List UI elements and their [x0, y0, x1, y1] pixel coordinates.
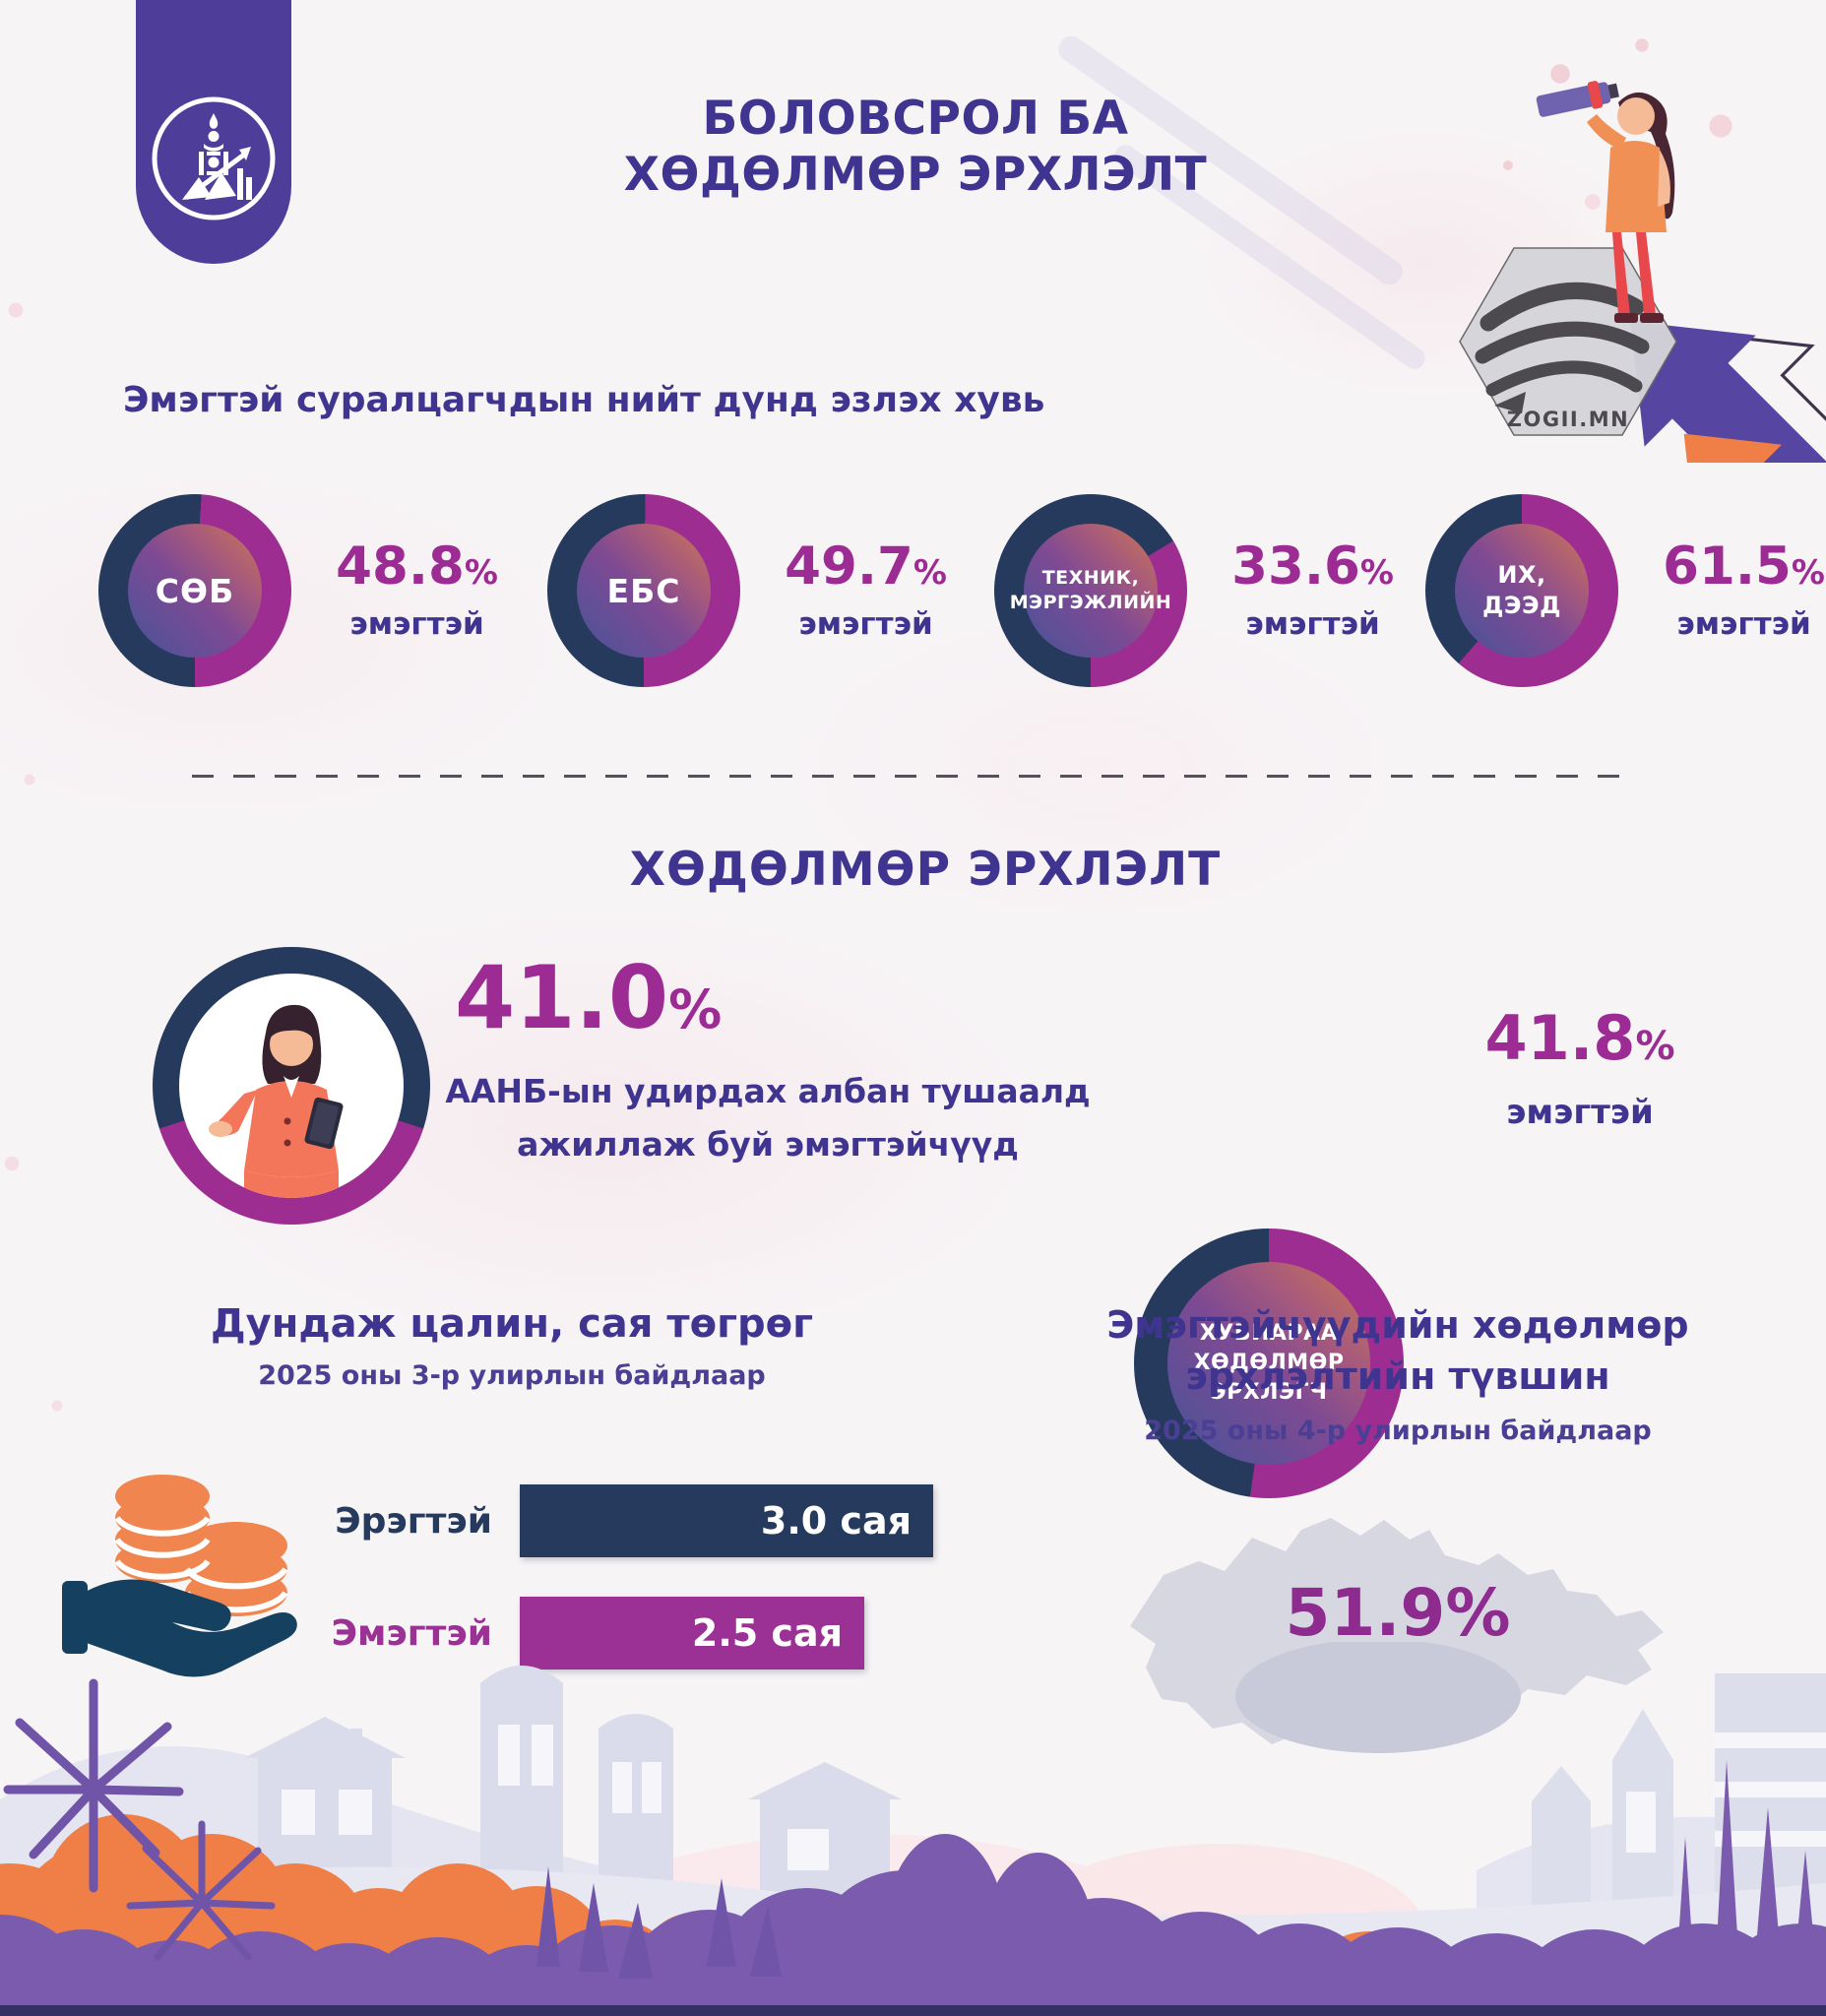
- grass-blades: [536, 1866, 782, 1979]
- brand-hexagon: ZOGII.MN: [1459, 247, 1677, 436]
- donut-label: СӨБ: [155, 571, 235, 610]
- bar-value: 3.0 сая: [760, 1499, 912, 1543]
- woman-telescope-illustration: [1536, 81, 1675, 323]
- stat-caption: эмэгтэй: [1506, 1093, 1654, 1132]
- cloud-shape: [1235, 1642, 1521, 1753]
- bar-male: 3.0 сая: [520, 1484, 933, 1557]
- donut-chart-self-employed: ХУВИАРАА ХӨДӨЛМӨР ЭРХЛЭГЧ: [1134, 1228, 1404, 1498]
- stat-block: 49.7% эмэгтэй: [760, 536, 972, 643]
- bar-female: 2.5 сая: [520, 1597, 864, 1670]
- stat-value: 48.8%: [336, 536, 498, 597]
- donut-label: ЕБС: [606, 571, 681, 610]
- stat-caption: эмэгтэй: [1676, 606, 1811, 642]
- donut-chart-university: ИХ, ДЭЭД: [1425, 494, 1618, 687]
- bottom-landscape-decoration: [0, 1642, 1826, 2016]
- salary-bar-row-male: Эрэгтэй 3.0 сая: [295, 1484, 933, 1557]
- hand-coins-icon: [62, 1475, 297, 1677]
- education-donut-group-sob: СӨБ 48.8% эмэгтэй: [98, 492, 523, 689]
- page-title: БОЛОВСРОЛ БА ХӨДӨЛМӨР ЭРХЛЭЛТ: [413, 91, 1417, 203]
- hero-illustration: ZOGII.MN: [1459, 81, 1826, 463]
- bar-label-male: Эрэгтэй: [335, 1500, 492, 1542]
- donut-label: ИХ,: [1497, 561, 1546, 589]
- bar-label-female: Эмэгтэй: [331, 1612, 492, 1654]
- donut-chart-managers: [153, 947, 430, 1225]
- stat-value: 41.8%: [1484, 1002, 1675, 1074]
- stat-block: 48.8% эмэгтэй: [311, 536, 523, 643]
- spiky-plants: [3, 1678, 276, 1961]
- education-donut-group-university: ИХ, ДЭЭД 61.5% эмэгтэй: [1425, 492, 1826, 689]
- employment-rate-value: 51.9%: [1285, 1575, 1511, 1651]
- stat-value: 33.6%: [1231, 536, 1394, 597]
- donut-chart-ebs: ЕБС: [547, 494, 740, 687]
- education-section-heading: Эмэгтэй суралцагчдын нийт дүнд эзлэх хув…: [123, 380, 1045, 420]
- stat-value: 49.7%: [785, 536, 947, 597]
- bottom-strip: [0, 2005, 1826, 2016]
- page-title-line2: ХӨДӨЛМӨР ЭРХЛЭЛТ: [623, 148, 1208, 202]
- purple-arrow-icon: [1630, 321, 1826, 463]
- stat-caption: эмэгтэй: [349, 606, 484, 642]
- donut-chart-technical: ТЕХНИК, МЭРГЭЖЛИЙН: [994, 494, 1187, 687]
- education-donut-group-ebs: ЕБС 49.7% эмэгтэй: [547, 492, 972, 689]
- stat-block: 61.5% эмэгтэй: [1638, 536, 1826, 643]
- salary-title: Дундаж цалин, сая төгрөг: [211, 1301, 813, 1347]
- businesswoman-illustration: [209, 1004, 344, 1198]
- managers-stat-caption: ААНБ-ын удирдах албан тушаалд ажиллаж бу…: [445, 1072, 1091, 1164]
- employment-rate-title: Эмэгтэйчүүдийн хөдөлмөр эрхлэлтийн түвши…: [1106, 1303, 1689, 1398]
- tall-grass-right: [1673, 1760, 1821, 2016]
- salary-bar-row-female: Эмэгтэй 2.5 сая: [295, 1597, 864, 1670]
- donut-label: МЭРГЭЖЛИЙН: [1009, 592, 1172, 613]
- education-donut-group-technical: ТЕХНИК, МЭРГЭЖЛИЙН 33.6% эмэгтэй: [994, 492, 1418, 689]
- employment-rate-subtitle: 2025 оны 4-р улирлын байдлаар: [1144, 1416, 1652, 1446]
- logo-ribbon: [136, 0, 291, 264]
- donut-label: ЭРХЛЭГЧ: [1210, 1380, 1328, 1405]
- managers-stat-value: 41.0%: [455, 947, 723, 1048]
- self-employed-stat-block: 41.8% эмэгтэй: [1437, 1002, 1723, 1133]
- donut-label: ДЭЭД: [1482, 592, 1561, 619]
- brand-text: ZOGII.MN: [1507, 408, 1629, 431]
- donut-label: ХУВИАРАА: [1199, 1321, 1339, 1346]
- donut-label: ХӨДӨЛМӨР: [1193, 1351, 1345, 1375]
- stat-block: 33.6% эмэгтэй: [1207, 536, 1418, 643]
- statistics-office-logo-icon: [152, 96, 276, 220]
- salary-subtitle: 2025 оны 3-р улирлын байдлаар: [258, 1360, 766, 1391]
- bar-value: 2.5 сая: [691, 1611, 843, 1655]
- employment-section-heading: ХӨДӨЛМӨР ЭРХЛЭЛТ: [629, 843, 1222, 897]
- stat-value: 61.5%: [1663, 536, 1825, 597]
- page-title-line1: БОЛОВСРОЛ БА: [702, 92, 1129, 146]
- dashed-divider: [192, 775, 1634, 778]
- donut-chart-sob: СӨБ: [98, 494, 291, 687]
- stat-caption: эмэгтэй: [798, 606, 933, 642]
- stat-caption: эмэгтэй: [1245, 606, 1380, 642]
- donut-label: ТЕХНИК,: [1041, 567, 1140, 589]
